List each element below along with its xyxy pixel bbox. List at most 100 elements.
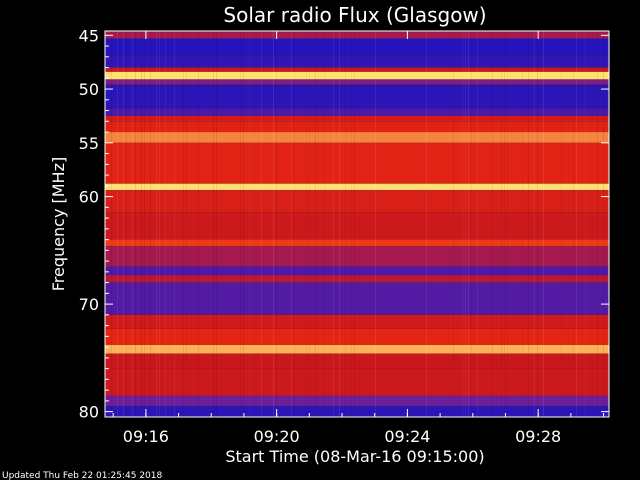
- noise-streak: [309, 31, 310, 417]
- frequency-band: [105, 246, 609, 267]
- noise-streak: [603, 31, 604, 417]
- noise-streak: [144, 31, 145, 417]
- noise-streak: [315, 31, 316, 417]
- frequency-band: [105, 54, 609, 68]
- noise-streak: [492, 31, 493, 417]
- frequency-band: [105, 31, 609, 39]
- noise-streak: [534, 31, 535, 417]
- noise-streak: [561, 31, 562, 417]
- noise-streak: [597, 31, 598, 417]
- noise-streak: [351, 31, 352, 417]
- frequency-band: [105, 190, 609, 213]
- noise-streak: [462, 31, 463, 417]
- x-tick-label: 09:24: [384, 427, 430, 446]
- noise-streak: [471, 31, 472, 417]
- frequency-band: [105, 132, 609, 143]
- noise-streak: [333, 31, 334, 417]
- y-axis-ticks: 45 50 55 60 70 80: [79, 26, 609, 422]
- frequency-band: [105, 67, 609, 72]
- noise-streak: [216, 31, 217, 417]
- noise-streak: [504, 31, 505, 417]
- spectrogram-bands: [105, 31, 609, 417]
- noise-streak: [375, 31, 376, 417]
- y-tick-label: 55: [79, 134, 99, 153]
- noise-streak: [111, 31, 112, 417]
- frequency-band: [105, 71, 609, 80]
- noise-streak: [426, 31, 427, 417]
- noise-streak: [159, 31, 160, 417]
- noise-streak: [135, 31, 136, 417]
- noise-streak: [243, 31, 244, 417]
- frequency-band: [105, 314, 609, 329]
- noise-streak: [186, 31, 187, 417]
- x-tick-label: 09:20: [254, 427, 300, 446]
- noise-streak: [528, 31, 529, 417]
- frequency-band: [105, 275, 609, 283]
- frequency-band: [105, 239, 609, 247]
- updated-timestamp: Updated Thu Feb 22 01:25:45 2018: [2, 471, 163, 480]
- frequency-band: [105, 344, 609, 354]
- noise-streak: [249, 31, 250, 417]
- y-tick-label: 45: [79, 26, 99, 45]
- x-axis-label: Start Time (08-Mar-16 09:15:00): [225, 447, 484, 466]
- plot-frame: [104, 30, 610, 418]
- x-tick-label: 09:28: [515, 427, 561, 446]
- frequency-band: [105, 212, 609, 240]
- noise-streak: [198, 31, 199, 417]
- noise-streak: [345, 31, 346, 417]
- noise-streak: [291, 31, 292, 417]
- chart-title: Solar radio Flux (Glasgow): [223, 3, 486, 27]
- noise-streak: [240, 31, 241, 417]
- noise-streak: [339, 31, 340, 417]
- noise-streak: [165, 31, 166, 417]
- frequency-band: [105, 115, 609, 122]
- noise-streak: [501, 31, 502, 417]
- noise-streak: [306, 31, 307, 417]
- noise-streak: [573, 31, 574, 417]
- noise-streak: [585, 31, 586, 417]
- noise-streak: [543, 31, 544, 417]
- noise-streak: [465, 31, 466, 417]
- frequency-band: [105, 395, 609, 407]
- noise-streak: [150, 31, 151, 417]
- noise-streak: [261, 31, 262, 417]
- noise-streak: [156, 31, 157, 417]
- noise-streak: [276, 31, 277, 417]
- noise-streak: [123, 31, 124, 417]
- y-tick-label: 50: [79, 80, 99, 99]
- noise-streak: [132, 31, 133, 417]
- frequency-band: [105, 84, 609, 109]
- frequency-band: [105, 108, 609, 116]
- noise-streak: [141, 31, 142, 417]
- frequency-band: [105, 328, 609, 345]
- noise-streak: [468, 31, 469, 417]
- noise-streak: [273, 31, 274, 417]
- noise-streak: [324, 31, 325, 417]
- frequency-band: [105, 368, 609, 396]
- noise-streak: [174, 31, 175, 417]
- x-axis-ticks: 09:16 09:20 09:24 09:28: [112, 31, 605, 446]
- noise-streak: [318, 31, 319, 417]
- noise-streak: [537, 31, 538, 417]
- frequency-band: [105, 282, 609, 315]
- frequency-band: [105, 121, 609, 133]
- frequency-band: [105, 79, 609, 85]
- noise-streak: [354, 31, 355, 417]
- noise-streak: [294, 31, 295, 417]
- y-tick-label: 70: [79, 295, 99, 314]
- noise-streak: [183, 31, 184, 417]
- noise-streak: [126, 31, 127, 417]
- frequency-band: [105, 406, 609, 417]
- frequency-band: [105, 38, 609, 55]
- noise-streak: [453, 31, 454, 417]
- frequency-band: [105, 183, 609, 191]
- frequency-band: [105, 353, 609, 369]
- y-tick-label: 60: [79, 188, 99, 207]
- noise-streak: [522, 31, 523, 417]
- noise-streak: [117, 31, 118, 417]
- y-tick-label: 80: [79, 403, 99, 422]
- noise-streak: [477, 31, 478, 417]
- noise-streak: [576, 31, 577, 417]
- frequency-band: [105, 266, 609, 276]
